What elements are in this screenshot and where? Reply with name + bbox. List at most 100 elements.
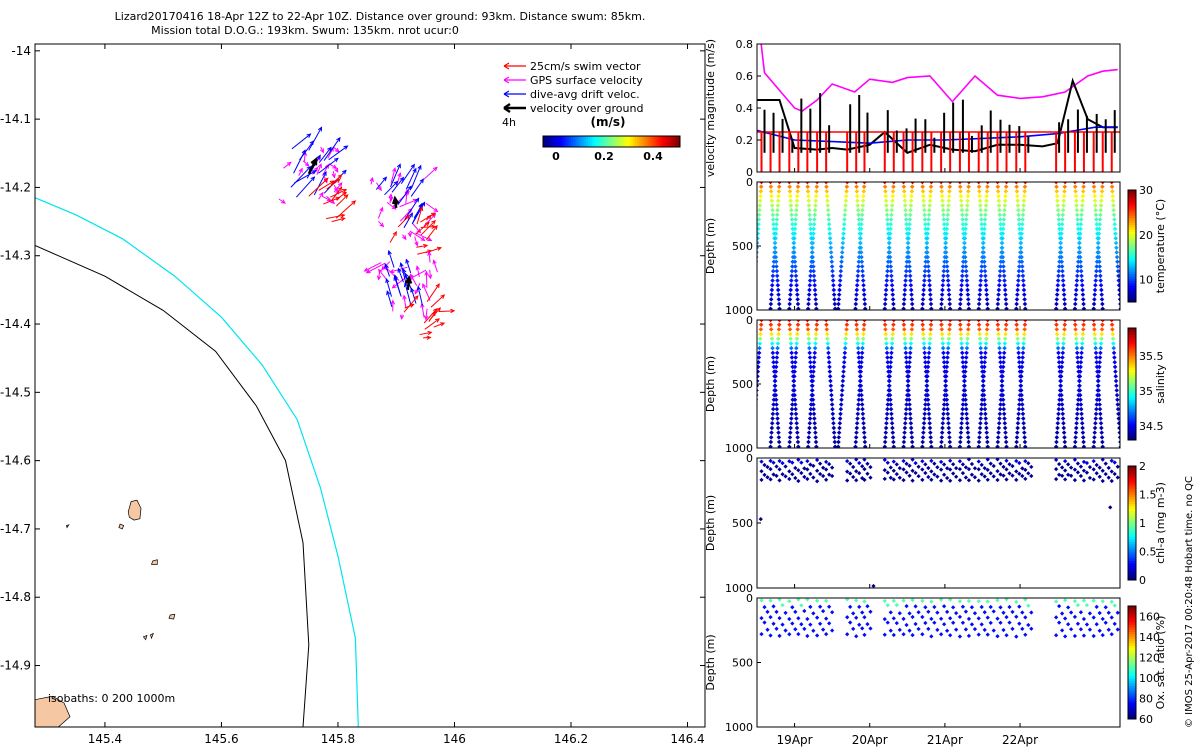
colorbar-cell [1128, 426, 1136, 429]
data-point [770, 345, 775, 351]
data-point [1017, 471, 1022, 476]
data-point [885, 355, 890, 360]
data-point [854, 634, 859, 639]
data-point [997, 355, 1003, 360]
colorbar-cell [1128, 508, 1136, 512]
data-point [1081, 478, 1087, 483]
gps-vector [386, 201, 396, 210]
data-point [1015, 292, 1020, 297]
data-point [932, 461, 937, 466]
data-point [1093, 350, 1099, 356]
drift-vector [375, 176, 387, 190]
data-point [979, 462, 984, 468]
swim-vector-head [340, 213, 346, 218]
data-point [882, 598, 887, 604]
data-point [759, 477, 764, 482]
data-point [944, 369, 949, 374]
colorbar-cell [1128, 667, 1136, 671]
data-point [1056, 350, 1061, 356]
colorbar-tick-label: 0 [1139, 574, 1146, 587]
data-point [983, 350, 988, 356]
data-point [853, 297, 859, 302]
data-point [1055, 420, 1061, 426]
data-point [783, 474, 788, 479]
data-point [948, 458, 953, 463]
data-point [883, 425, 889, 431]
data-point [1097, 355, 1103, 360]
data-point [883, 297, 888, 302]
data-point [794, 287, 800, 293]
data-point [773, 226, 779, 232]
data-point [945, 268, 950, 274]
data-point [945, 273, 951, 279]
gps-vector [283, 161, 292, 169]
colorbar-cell [1128, 276, 1136, 280]
data-point [840, 236, 846, 241]
data-point [977, 189, 982, 194]
data-point [1001, 217, 1007, 222]
data-point [1002, 425, 1008, 431]
data-point [907, 628, 912, 633]
drift-vector [293, 170, 317, 184]
data-point [1002, 345, 1007, 351]
series-gps-surface-velocity [757, 44, 1118, 113]
salinity-plot-area [757, 320, 1120, 448]
data-point [1084, 470, 1090, 475]
y-tick-label: 1000 [725, 304, 753, 317]
colorbar-cell [1128, 433, 1136, 436]
data-point [789, 411, 794, 417]
data-point [982, 226, 987, 232]
data-point [944, 221, 950, 227]
data-point [904, 402, 909, 407]
data-point [811, 359, 817, 365]
colorbar-cell [1128, 358, 1136, 362]
swim-vector [308, 177, 329, 197]
drift-vector-head [414, 197, 420, 203]
data-point [1115, 475, 1120, 480]
data-point [940, 282, 946, 288]
data-point [902, 198, 908, 204]
data-point [861, 193, 866, 199]
data-point [780, 622, 785, 627]
colorbar-cell [1128, 218, 1136, 221]
data-point [1021, 198, 1027, 204]
data-point [976, 184, 982, 189]
data-point [1062, 297, 1067, 302]
data-point [1100, 458, 1105, 462]
colorbar-cell [1128, 711, 1136, 715]
data-point [789, 273, 794, 279]
data-point [921, 341, 927, 346]
gps-vector [318, 192, 324, 200]
data-point [1058, 245, 1063, 250]
gps-vector-head [304, 161, 310, 167]
data-point [861, 189, 867, 194]
data-point [901, 458, 906, 464]
data-point [997, 406, 1003, 412]
data-point [1073, 297, 1078, 302]
gps-vector [378, 220, 384, 227]
data-point [751, 297, 756, 302]
colorbar-cell [1128, 197, 1136, 200]
data-point [1097, 610, 1102, 616]
data-point [772, 240, 778, 246]
data-point [1078, 268, 1084, 274]
data-point [856, 259, 862, 265]
drift-vector-head [306, 133, 312, 138]
data-point [1060, 355, 1065, 360]
data-point [1094, 402, 1099, 407]
data-point [920, 614, 925, 620]
colorbar-cell [1128, 344, 1136, 348]
colorbar-cell [673, 136, 677, 147]
data-point [926, 411, 932, 417]
data-point [1103, 605, 1108, 610]
colorbar-cell [1128, 243, 1136, 247]
data-point [861, 287, 867, 293]
data-point [831, 430, 837, 435]
data-point [978, 207, 983, 213]
data-point [981, 374, 986, 379]
data-point [1056, 402, 1062, 407]
data-point [1098, 350, 1103, 356]
data-point [941, 359, 947, 365]
data-point [832, 435, 837, 440]
data-point [1084, 622, 1090, 627]
